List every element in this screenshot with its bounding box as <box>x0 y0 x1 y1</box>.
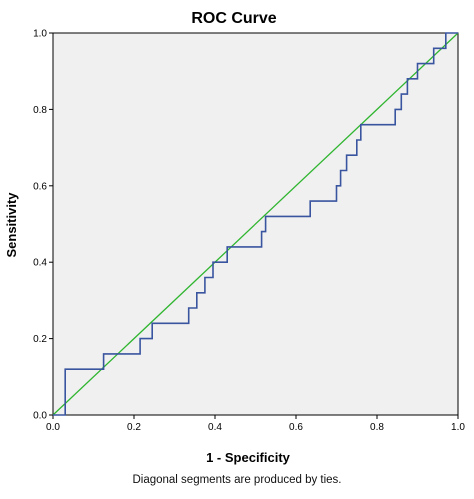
y-tick-label: 0.6 <box>33 181 47 192</box>
y-axis-label: Sensitivity <box>4 192 19 258</box>
y-tick-label: 1.0 <box>33 29 47 40</box>
x-tick-label: 0.8 <box>370 422 384 433</box>
x-axis-label: 1 - Specificity <box>206 450 291 465</box>
y-tick-label: 0.8 <box>33 105 47 116</box>
y-tick-label: 0.0 <box>33 411 47 422</box>
x-tick-label: 0.0 <box>46 422 60 433</box>
y-tick-label: 0.2 <box>33 334 47 345</box>
x-tick-label: 0.6 <box>289 422 303 433</box>
chart-title: ROC Curve <box>191 10 276 27</box>
x-tick-label: 0.4 <box>208 422 222 433</box>
x-tick-label: 1.0 <box>451 422 465 433</box>
reference-diagonal-line <box>52 32 459 416</box>
x-tick-label: 0.2 <box>127 422 141 433</box>
y-tick-label: 0.4 <box>33 258 47 269</box>
roc-curve-line <box>53 32 458 416</box>
roc-chart: ROC Curve 0.0 0.2 0.4 0.6 0.8 1.0 0.0 0.2 0.4 0.6… <box>4 10 465 465</box>
chart-footnote: Diagonal segments are produced by ties. <box>132 474 342 486</box>
